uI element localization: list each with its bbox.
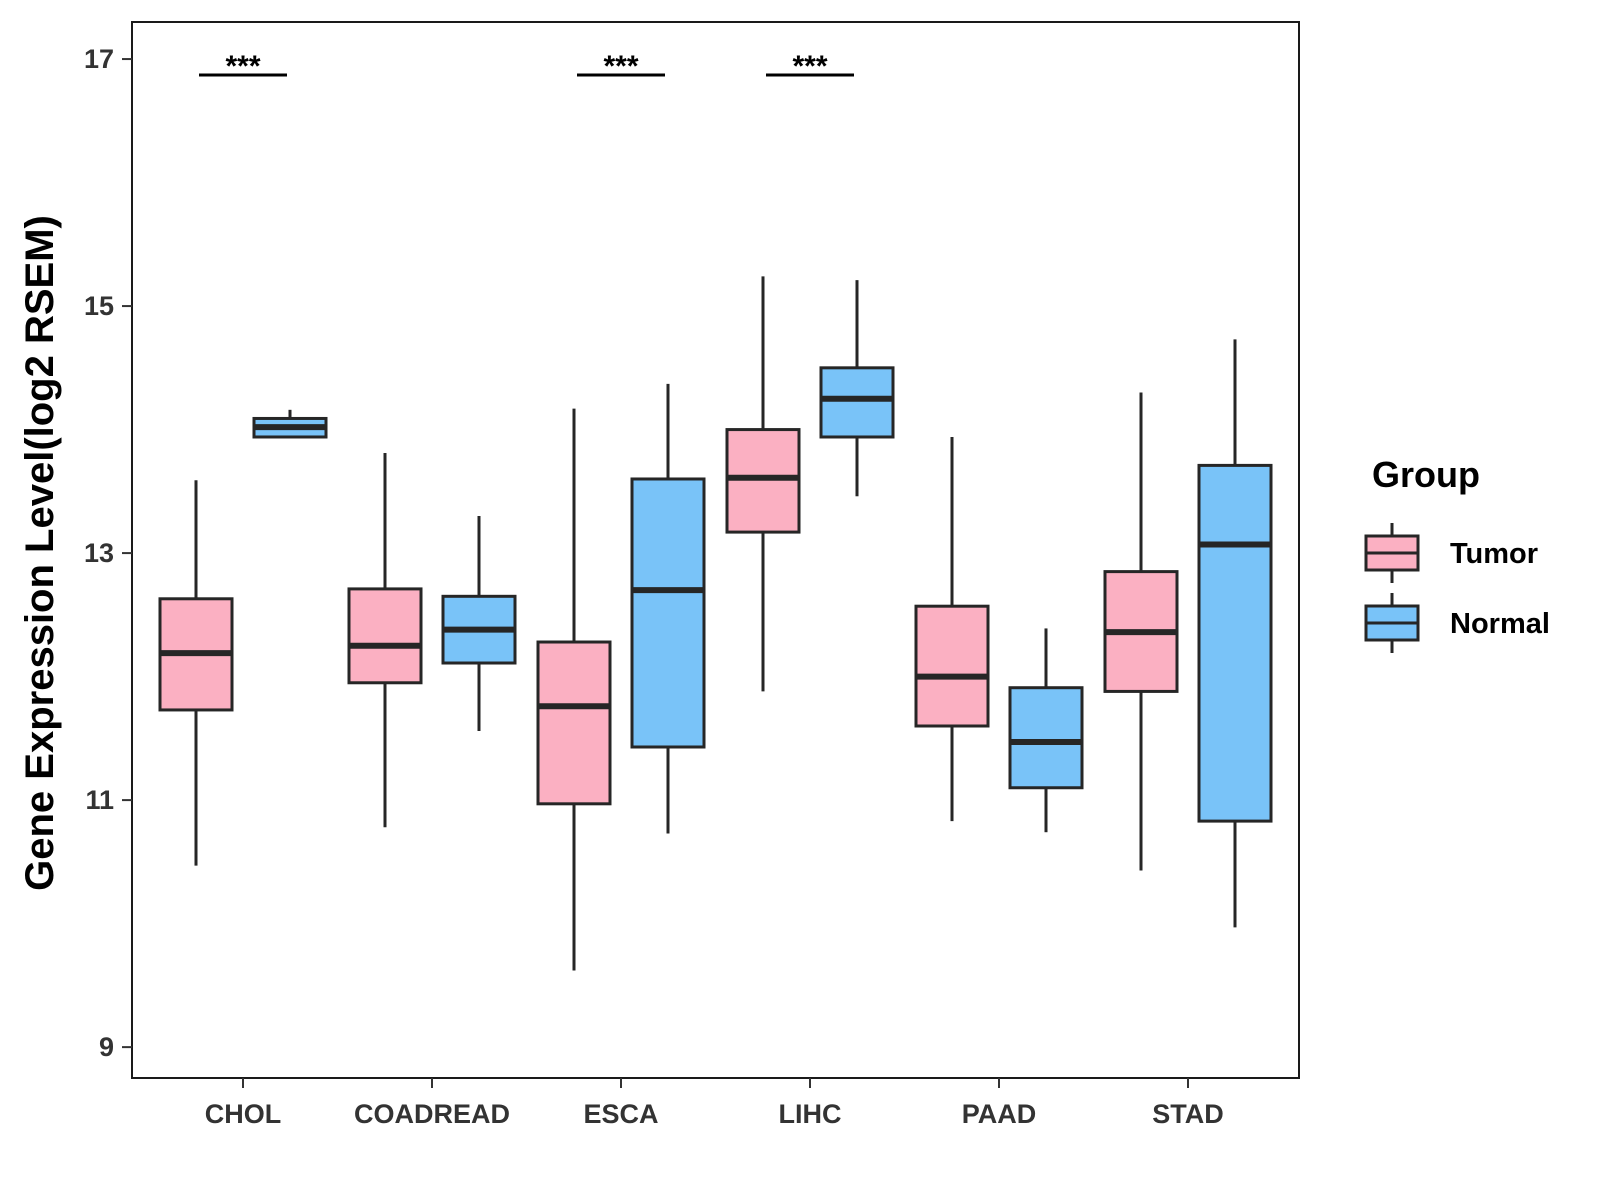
y-tick-label-11: 11 bbox=[85, 785, 114, 815]
legend-title: Group bbox=[1372, 454, 1480, 495]
box-group bbox=[158, 276, 1273, 971]
y-tick-label-17: 17 bbox=[84, 44, 114, 74]
tumor-paad-iqr bbox=[914, 604, 990, 728]
normal-paad-iqr bbox=[1008, 686, 1084, 790]
legend-tumor-label: Tumor bbox=[1450, 538, 1538, 570]
y-tick-label-13: 13 bbox=[84, 538, 114, 568]
tumor-lihc-box bbox=[725, 276, 801, 692]
tumor-paad-box bbox=[914, 436, 990, 822]
normal-stad-box bbox=[1197, 339, 1273, 928]
legend: Group Tumor Normal bbox=[1364, 454, 1550, 653]
y-axis: 9 11 13 15 17 bbox=[84, 44, 132, 1062]
normal-coadread-box bbox=[441, 516, 517, 731]
x-axis: CHOL COADREAD ESCA LIHC PAAD STAD bbox=[205, 1078, 1224, 1129]
significance-chol-label: *** bbox=[225, 50, 260, 83]
x-tick-label-lihc: LIHC bbox=[779, 1099, 842, 1129]
plot-panel bbox=[131, 21, 1300, 1079]
normal-stad-iqr bbox=[1197, 463, 1273, 823]
x-tick-label-chol: CHOL bbox=[205, 1099, 282, 1129]
y-tick-label-9: 9 bbox=[99, 1032, 114, 1062]
normal-lihc-box bbox=[819, 280, 895, 497]
x-tick-label-paad: PAAD bbox=[962, 1099, 1037, 1129]
y-tick-label-15: 15 bbox=[84, 291, 114, 321]
significance-esca-label: *** bbox=[603, 50, 638, 83]
x-tick-label-esca: ESCA bbox=[583, 1099, 658, 1129]
tumor-coadread-box bbox=[347, 453, 423, 828]
significance-lihc-label: *** bbox=[792, 50, 827, 83]
tumor-esca-iqr bbox=[536, 640, 612, 806]
tumor-lihc-iqr bbox=[725, 428, 801, 534]
legend-normal-label: Normal bbox=[1450, 608, 1550, 640]
normal-esca-iqr bbox=[630, 477, 706, 749]
tumor-stad-box bbox=[1103, 392, 1179, 871]
normal-chol-box bbox=[252, 409, 328, 439]
normal-lihc-iqr bbox=[819, 366, 895, 439]
normal-esca-box bbox=[630, 383, 706, 834]
tumor-coadread-iqr bbox=[347, 587, 423, 685]
panel-border bbox=[131, 21, 1300, 1079]
normal-paad-box bbox=[1008, 628, 1084, 833]
significance-annotations: *** *** *** bbox=[199, 50, 854, 83]
y-axis-label: Gene Expression Level(log2 RSEM) bbox=[18, 215, 62, 891]
tumor-chol-box bbox=[158, 480, 234, 866]
tumor-esca-box bbox=[536, 408, 612, 971]
x-tick-label-stad: STAD bbox=[1152, 1099, 1224, 1129]
x-tick-label-coadread: COADREAD bbox=[354, 1099, 510, 1129]
